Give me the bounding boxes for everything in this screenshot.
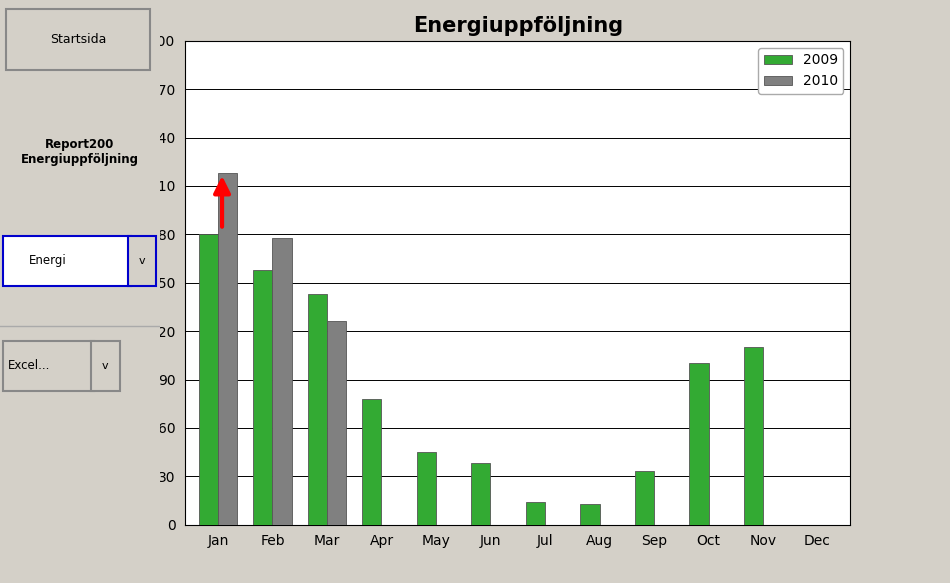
FancyBboxPatch shape	[3, 341, 94, 391]
FancyBboxPatch shape	[7, 9, 150, 70]
Title: Energiuppföljning: Energiuppföljning	[412, 16, 623, 37]
Bar	[199, 234, 218, 525]
Text: Startsida: Startsida	[50, 33, 106, 46]
Bar	[580, 504, 599, 525]
Bar	[635, 472, 654, 525]
Bar	[254, 270, 273, 525]
Text: v: v	[102, 360, 108, 371]
Legend: 2009, 2010: 2009, 2010	[758, 48, 844, 94]
Text: Report200
Energiuppföljning: Report200 Energiuppföljning	[21, 138, 139, 166]
Bar	[308, 294, 327, 525]
FancyBboxPatch shape	[91, 341, 120, 391]
Bar	[273, 238, 292, 525]
Bar	[327, 321, 346, 525]
Text: Energi: Energi	[29, 254, 66, 267]
Bar	[471, 463, 490, 525]
Y-axis label: MWh: MWh	[131, 265, 144, 300]
Bar	[526, 502, 545, 525]
Bar	[744, 347, 763, 525]
FancyBboxPatch shape	[3, 236, 131, 286]
Bar	[690, 363, 709, 525]
Bar	[218, 173, 238, 525]
Bar	[417, 452, 436, 525]
Text: v: v	[139, 255, 145, 266]
Bar	[362, 399, 382, 525]
Text: Excel...: Excel...	[8, 359, 50, 372]
FancyBboxPatch shape	[127, 236, 157, 286]
